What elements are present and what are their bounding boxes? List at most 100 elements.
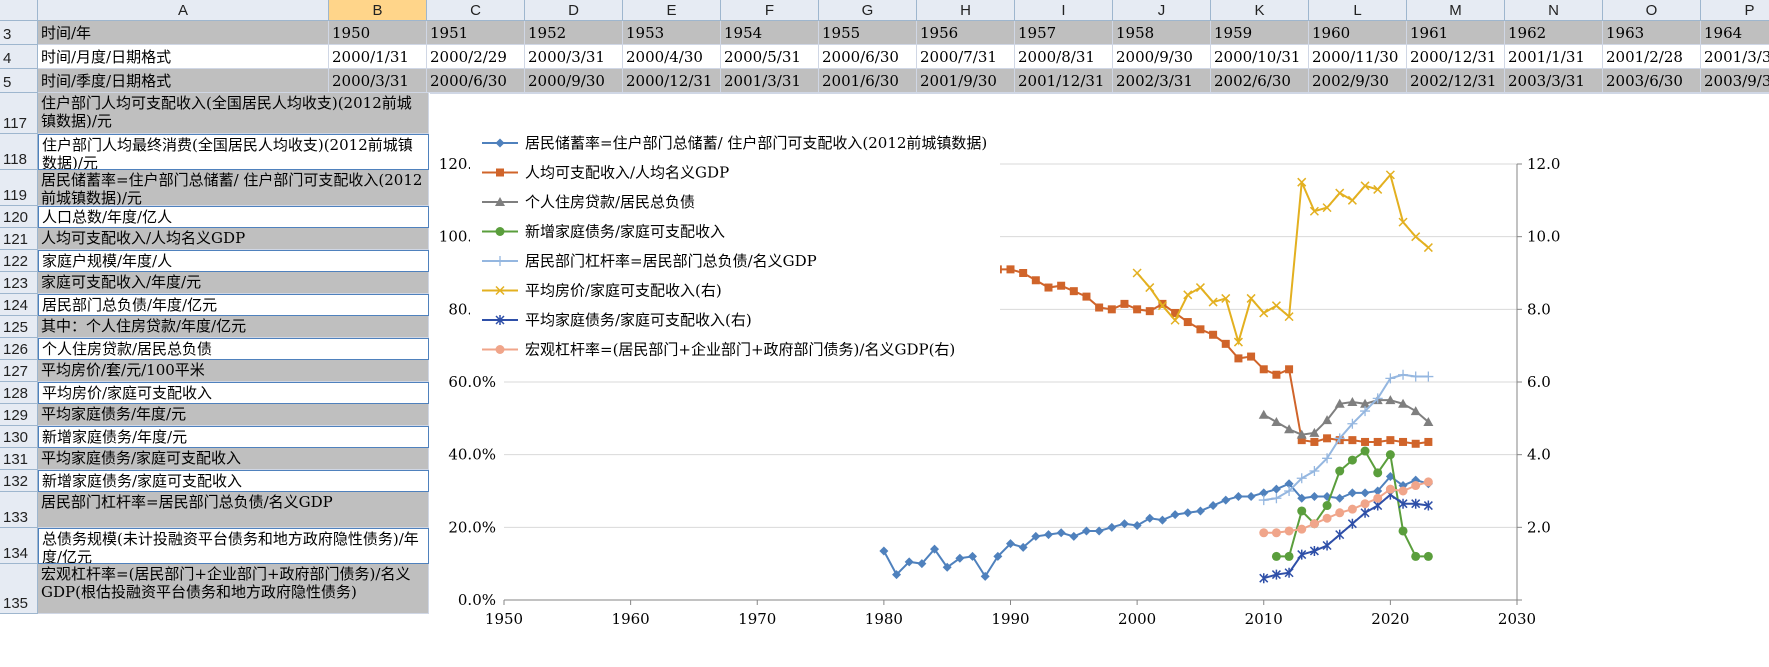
cell-value[interactable]: 2002/9/30 (1309, 69, 1407, 93)
cell-label[interactable]: 住户部门人均可支配收入(全国居民人均收支)(2012前城镇数据)/元 (38, 93, 429, 134)
cell-value[interactable]: 2000/7/31 (917, 45, 1015, 69)
cell-value[interactable]: 2003/3/31 (1505, 69, 1603, 93)
row-header[interactable]: 121 (0, 228, 38, 250)
cell-label[interactable]: 居民部门杠杆率=居民部门总负债/名义GDP (38, 492, 429, 528)
cell-value[interactable]: 2000/1/31 (329, 45, 427, 69)
column-header-k[interactable]: K (1211, 0, 1309, 21)
cell-value[interactable]: 1957 (1015, 21, 1113, 45)
cell-label[interactable]: 宏观杠杆率=(居民部门+企业部门+政府部门债务)/名义GDP(根估投融资平台债务… (38, 564, 429, 614)
cell-value[interactable]: 2000/4/30 (623, 45, 721, 69)
column-header-p[interactable]: P (1701, 0, 1769, 21)
row-header[interactable]: 117 (0, 93, 38, 134)
cell-value[interactable]: 2000/5/31 (721, 45, 819, 69)
column-header-d[interactable]: D (525, 0, 623, 21)
row-header[interactable]: 5 (0, 69, 38, 93)
row-header[interactable]: 123 (0, 272, 38, 294)
column-header-g[interactable]: G (819, 0, 917, 21)
cell-value[interactable]: 2000/3/31 (525, 45, 623, 69)
cell-value[interactable]: 2001/6/30 (819, 69, 917, 93)
cell-value[interactable]: 1961 (1407, 21, 1505, 45)
cell-value[interactable]: 2002/6/30 (1211, 69, 1309, 93)
cell-label[interactable]: 平均家庭债务/年度/元 (38, 404, 429, 426)
cell-label[interactable]: 平均家庭债务/家庭可支配收入 (38, 448, 429, 470)
cell-label[interactable]: 人口总数/年度/亿人 (38, 206, 429, 228)
cell-value[interactable]: 2003/9/30 (1701, 69, 1769, 93)
column-header-n[interactable]: N (1505, 0, 1603, 21)
row-header[interactable]: 127 (0, 360, 38, 382)
cell-label[interactable]: 时间/月度/日期格式 (38, 45, 329, 69)
cell-label[interactable]: 其中：个人住房贷款/年度/亿元 (38, 316, 429, 338)
cell-label[interactable]: 新增家庭债务/家庭可支配收入 (38, 470, 429, 492)
select-all-corner[interactable] (0, 0, 38, 21)
column-header-a[interactable]: A (38, 0, 329, 21)
cell-label[interactable]: 新增家庭债务/年度/元 (38, 426, 429, 448)
row-header[interactable]: 132 (0, 470, 38, 492)
cell-value[interactable]: 2001/3/31 (1701, 45, 1769, 69)
cell-value[interactable]: 1958 (1113, 21, 1211, 45)
column-header-o[interactable]: O (1603, 0, 1701, 21)
cell-label[interactable]: 居民部门总负债/年度/亿元 (38, 294, 429, 316)
cell-label[interactable]: 平均房价/家庭可支配收入 (38, 382, 429, 404)
cell-value[interactable]: 2000/6/30 (819, 45, 917, 69)
column-header-h[interactable]: H (917, 0, 1015, 21)
cell-value[interactable]: 1959 (1211, 21, 1309, 45)
cell-value[interactable]: 1950 (329, 21, 427, 45)
embedded-chart[interactable]: 1950 1960 1970 1980 1990 2000 2010 2020 2030 0.0%… (430, 93, 1769, 663)
cell-value[interactable]: 2000/10/31 (1211, 45, 1309, 69)
row-header[interactable]: 122 (0, 250, 38, 272)
row-header[interactable]: 134 (0, 528, 38, 564)
cell-label[interactable]: 时间/季度/日期格式 (38, 69, 329, 93)
cell-value[interactable]: 2000/12/31 (1407, 45, 1505, 69)
cell-value[interactable]: 2000/9/30 (1113, 45, 1211, 69)
cell-label[interactable]: 平均房价/套/元/100平米 (38, 360, 429, 382)
row-header[interactable]: 128 (0, 382, 38, 404)
row-header[interactable]: 119 (0, 170, 38, 206)
cell-value[interactable]: 1955 (819, 21, 917, 45)
cell-value[interactable]: 2001/1/31 (1505, 45, 1603, 69)
cell-value[interactable]: 1956 (917, 21, 1015, 45)
row-header[interactable]: 135 (0, 564, 38, 614)
cell-label[interactable]: 住户部门人均最终消费(全国居民人均收支)(2012前城镇数据)/元 (38, 134, 429, 170)
cell-value[interactable]: 2002/12/31 (1407, 69, 1505, 93)
cell-value[interactable]: 1960 (1309, 21, 1407, 45)
cell-value[interactable]: 2000/2/29 (427, 45, 525, 69)
row-header[interactable]: 133 (0, 492, 38, 528)
cell-value[interactable]: 2001/12/31 (1015, 69, 1113, 93)
column-header-i[interactable]: I (1015, 0, 1113, 21)
cell-value[interactable]: 1952 (525, 21, 623, 45)
cell-value[interactable]: 1954 (721, 21, 819, 45)
cell-label[interactable]: 人均可支配收入/人均名义GDP (38, 228, 429, 250)
row-header[interactable]: 120 (0, 206, 38, 228)
cell-label[interactable]: 时间/年 (38, 21, 329, 45)
cell-value[interactable]: 2000/9/30 (525, 69, 623, 93)
column-header-b[interactable]: B (329, 0, 427, 21)
column-header-l[interactable]: L (1309, 0, 1407, 21)
row-header[interactable]: 4 (0, 45, 38, 69)
cell-label[interactable]: 家庭户规模/年度/人 (38, 250, 429, 272)
row-header[interactable]: 126 (0, 338, 38, 360)
cell-value[interactable]: 1962 (1505, 21, 1603, 45)
row-header[interactable]: 130 (0, 426, 38, 448)
cell-value[interactable]: 1953 (623, 21, 721, 45)
cell-value[interactable]: 2000/11/30 (1309, 45, 1407, 69)
column-header-f[interactable]: F (721, 0, 819, 21)
cell-label[interactable]: 居民储蓄率=住户部门总储蓄/ 住户部门可支配收入(2012前城镇数据)/元 (38, 170, 429, 206)
cell-value[interactable]: 2000/8/31 (1015, 45, 1113, 69)
row-header[interactable]: 129 (0, 404, 38, 426)
row-header[interactable]: 118 (0, 134, 38, 170)
cell-value[interactable]: 2001/9/30 (917, 69, 1015, 93)
column-header-j[interactable]: J (1113, 0, 1211, 21)
row-header[interactable]: 131 (0, 448, 38, 470)
row-header[interactable]: 3 (0, 21, 38, 45)
cell-label[interactable]: 个人住房贷款/居民总负债 (38, 338, 429, 360)
cell-label[interactable]: 家庭可支配收入/年度/元 (38, 272, 429, 294)
cell-value[interactable]: 2002/3/31 (1113, 69, 1211, 93)
column-header-e[interactable]: E (623, 0, 721, 21)
cell-label[interactable]: 总债务规模(未计投融资平台债务和地方政府隐性债务)/年度/亿元 (38, 528, 429, 564)
cell-value[interactable]: 1963 (1603, 21, 1701, 45)
cell-value[interactable]: 2000/12/31 (623, 69, 721, 93)
cell-value[interactable]: 2001/2/28 (1603, 45, 1701, 69)
column-header-m[interactable]: M (1407, 0, 1505, 21)
cell-value[interactable]: 2003/6/30 (1603, 69, 1701, 93)
column-header-c[interactable]: C (427, 0, 525, 21)
